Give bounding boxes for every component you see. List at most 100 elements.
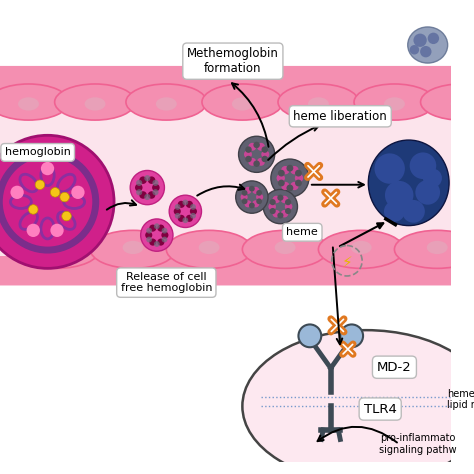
Circle shape	[428, 33, 439, 44]
Ellipse shape	[123, 241, 144, 254]
Ellipse shape	[278, 84, 359, 120]
Circle shape	[249, 186, 255, 191]
Circle shape	[130, 171, 164, 205]
Circle shape	[182, 200, 188, 205]
Circle shape	[346, 348, 349, 350]
Circle shape	[71, 186, 84, 199]
Circle shape	[290, 166, 299, 174]
Circle shape	[286, 184, 293, 191]
Circle shape	[135, 184, 143, 191]
Circle shape	[281, 210, 288, 218]
Circle shape	[270, 199, 276, 205]
Circle shape	[242, 199, 247, 204]
Circle shape	[152, 184, 160, 191]
Circle shape	[182, 217, 188, 223]
Circle shape	[162, 228, 167, 234]
Ellipse shape	[394, 230, 474, 268]
Circle shape	[420, 46, 431, 57]
Circle shape	[312, 170, 315, 173]
Ellipse shape	[368, 140, 449, 226]
Circle shape	[385, 181, 413, 210]
Circle shape	[257, 158, 265, 166]
Ellipse shape	[199, 241, 219, 254]
Text: heme liberation: heme liberation	[293, 110, 387, 123]
Ellipse shape	[18, 97, 39, 110]
Circle shape	[136, 189, 142, 195]
Circle shape	[28, 205, 38, 214]
Circle shape	[241, 193, 248, 201]
Circle shape	[256, 199, 262, 204]
Circle shape	[149, 238, 156, 246]
Text: hemoglobin: hemoglobin	[5, 147, 71, 157]
Ellipse shape	[450, 97, 472, 110]
Circle shape	[285, 199, 291, 205]
Circle shape	[242, 190, 247, 196]
Ellipse shape	[242, 230, 328, 268]
FancyBboxPatch shape	[0, 95, 471, 256]
Text: Methemoglobin
formation: Methemoglobin formation	[187, 47, 279, 75]
Ellipse shape	[55, 84, 136, 120]
Circle shape	[415, 180, 440, 205]
Circle shape	[144, 175, 150, 181]
Text: heme
lipid r: heme lipid r	[447, 389, 474, 410]
Circle shape	[146, 228, 152, 234]
Circle shape	[413, 34, 427, 47]
Text: Release of cell
free hemoglobin: Release of cell free hemoglobin	[120, 272, 212, 293]
Circle shape	[146, 237, 152, 242]
Ellipse shape	[156, 97, 177, 110]
Circle shape	[286, 165, 293, 172]
Circle shape	[154, 241, 160, 247]
Ellipse shape	[202, 84, 283, 120]
Circle shape	[244, 150, 252, 158]
Ellipse shape	[46, 241, 67, 254]
Circle shape	[139, 191, 147, 199]
Circle shape	[173, 208, 181, 215]
Circle shape	[157, 225, 164, 232]
Ellipse shape	[166, 230, 252, 268]
Circle shape	[290, 182, 299, 190]
Circle shape	[277, 195, 283, 201]
Text: heme: heme	[286, 227, 318, 237]
Circle shape	[273, 210, 280, 218]
Circle shape	[248, 143, 256, 151]
Circle shape	[178, 201, 185, 208]
Circle shape	[50, 188, 60, 197]
Circle shape	[178, 215, 185, 222]
FancyBboxPatch shape	[0, 66, 474, 285]
Circle shape	[423, 169, 442, 188]
Circle shape	[152, 189, 158, 195]
Ellipse shape	[354, 84, 435, 120]
Circle shape	[340, 324, 363, 347]
Circle shape	[148, 176, 155, 184]
Circle shape	[248, 158, 256, 166]
Circle shape	[285, 203, 292, 210]
Circle shape	[257, 143, 265, 151]
Text: TLR4: TLR4	[364, 402, 397, 416]
Circle shape	[256, 190, 262, 196]
Ellipse shape	[427, 241, 447, 254]
Circle shape	[62, 211, 71, 221]
Circle shape	[271, 159, 309, 197]
Circle shape	[249, 202, 255, 209]
Circle shape	[268, 203, 276, 210]
Circle shape	[295, 170, 302, 176]
Circle shape	[152, 180, 158, 186]
Circle shape	[236, 181, 268, 213]
Circle shape	[41, 162, 54, 175]
Circle shape	[262, 156, 268, 162]
Ellipse shape	[90, 230, 176, 268]
Text: pro-inflammato
signaling pathw: pro-inflammato signaling pathw	[379, 433, 457, 455]
Text: ⚡: ⚡	[342, 255, 352, 270]
Circle shape	[175, 213, 181, 219]
Circle shape	[277, 212, 283, 219]
Ellipse shape	[14, 230, 100, 268]
Circle shape	[295, 174, 303, 182]
Circle shape	[410, 153, 436, 179]
Ellipse shape	[232, 97, 253, 110]
Circle shape	[374, 154, 405, 184]
Circle shape	[27, 224, 40, 237]
Ellipse shape	[408, 27, 447, 63]
Circle shape	[190, 208, 197, 215]
Circle shape	[262, 146, 268, 153]
Ellipse shape	[0, 135, 114, 268]
